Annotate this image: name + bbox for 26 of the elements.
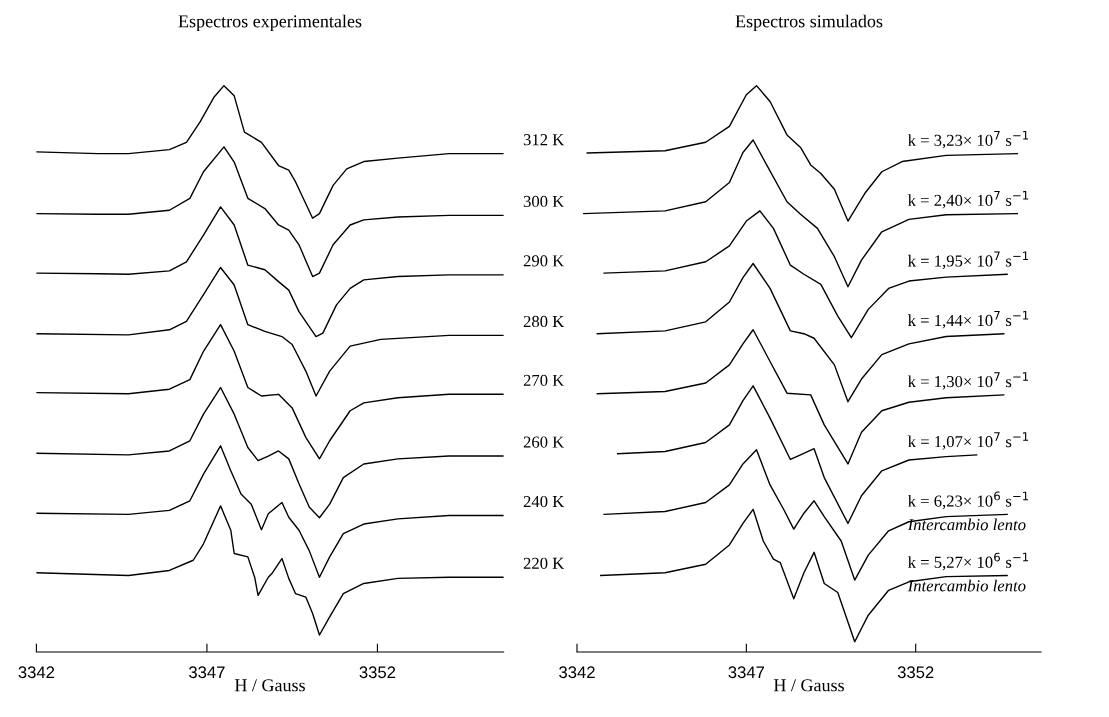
series-label: 280 K	[523, 315, 565, 328]
series-label: 260 K	[523, 436, 565, 448]
x-tick-label: 3347	[728, 666, 765, 679]
series-label: 270 K	[523, 374, 565, 386]
text: k = 5,27× 10$^{6}$ s$^{−1}$ Intercambio lento	[907, 552, 1029, 592]
series-label: 290 K	[523, 255, 565, 267]
text: k = 6,23× 10$^{6}$ s$^{−1}$ Intercambio lento	[907, 491, 1029, 531]
series-label: k = 1,95× 10$^{7}$ s$^{−1}$	[907, 251, 1029, 269]
series-label: k = 3,23× 10$^{7}$ s$^{−1}$	[907, 130, 1029, 149]
x-axis-title: H / Gauss	[773, 679, 844, 692]
series-label: k = 2,40× 10$^{7}$ s$^{−1}$	[907, 190, 1029, 209]
series-label: 240 K	[523, 495, 565, 508]
x-tick-label: 3352	[897, 666, 934, 679]
x-tick-label: 3342	[18, 666, 55, 679]
x-tick-label: 3352	[359, 666, 396, 679]
x-tick-label: 3347	[189, 666, 225, 679]
chart-title: Espectros simulados	[735, 14, 883, 32]
series-label: 312 K	[523, 134, 565, 146]
chart-title: Espectros experimentales	[178, 14, 362, 32]
series-label: 300 K	[523, 195, 565, 208]
series-label: 220 K	[523, 557, 565, 569]
x-tick-label: 3342	[559, 666, 595, 679]
series-label: k = 1,44× 10$^{7}$ s$^{−1}$	[907, 311, 1029, 329]
x-axis-title: H / Gauss	[234, 679, 305, 692]
series-label: k = 1,07× 10$^{7}$ s$^{−1}$	[907, 432, 1029, 450]
series-label: k = 1,30× 10$^{7}$ s$^{−1}$	[907, 372, 1029, 390]
